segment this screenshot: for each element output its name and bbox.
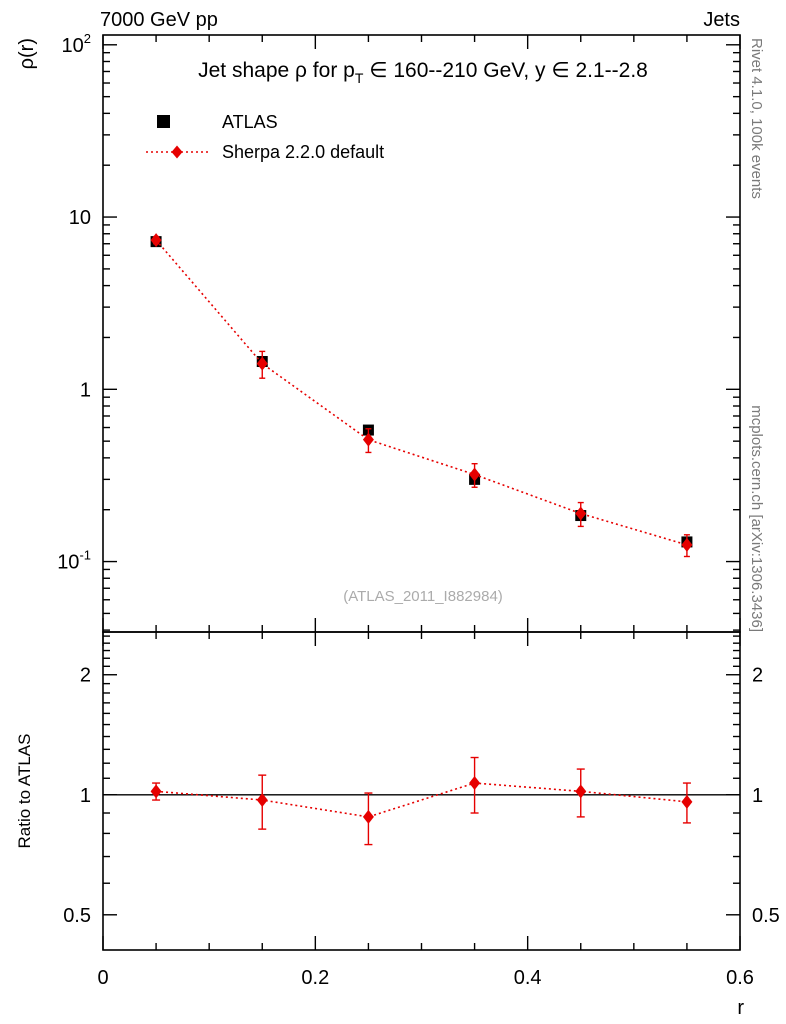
x-tick-label: 0.2: [301, 967, 329, 989]
ratio-tick-label: 1: [80, 785, 91, 807]
ratio-series: [150, 756, 693, 846]
y-tick-label: 1: [80, 379, 91, 401]
ratio-tick-label: 0.5: [752, 905, 780, 927]
mcplots-credit-label: mcplots.cern.ch [arXiv:1306.3436]: [748, 405, 765, 632]
plot-title: Jet shape ρ for pT ∈ 160--210 GeV, y ∈ 2…: [198, 59, 648, 86]
x-tick-label: 0.4: [514, 967, 542, 989]
ratio-tick-label: 0.5: [63, 905, 91, 927]
axis-ticks: [102, 35, 741, 950]
watermark: (ATLAS_2011_I882984): [343, 588, 503, 605]
tick-labels: 102 10 1 10-1 2 2 1 1 0.5 0.5 0 0.2 0.4 0.6: [57, 31, 780, 989]
x-axis-label: r: [737, 997, 744, 1019]
chart-layer: 102 10 1 10-1 2 2 1 1 0.5 0.5 0 0.2 0.4 0.6: [57, 31, 780, 989]
header-right-label: Jets: [703, 9, 740, 31]
sherpa-legend-label: Sherpa 2.2.0 default: [222, 142, 384, 162]
plot-title-post: ∈ 160--210 GeV, y ∈ 2.1--2.8: [363, 59, 647, 82]
y-tick-label: 10: [69, 207, 91, 229]
sherpa-series: [150, 233, 693, 558]
x-tick-label: 0: [97, 967, 108, 989]
y-tick-label: 10-1: [57, 548, 91, 574]
legend: ATLAS Sherpa 2.2.0 default: [146, 112, 384, 162]
y-tick-label: 102: [62, 31, 91, 57]
atlas-series: [150, 236, 693, 548]
x-tick-label: 0.6: [726, 967, 754, 989]
ratio-tick-label: 2: [752, 665, 763, 687]
ratio-tick-label: 2: [80, 665, 91, 687]
plot-title-sub: T: [355, 70, 364, 86]
rivet-version-label: Rivet 4.1.0, 100k events: [748, 38, 765, 199]
sherpa-legend-marker-icon: [171, 145, 183, 159]
ratio-y-axis-label: Ratio to ATLAS: [15, 734, 34, 849]
atlas-legend-label: ATLAS: [222, 112, 278, 132]
ratio-frame: [102, 631, 741, 951]
header-left-label: 7000 GeV pp: [100, 9, 218, 31]
plot-title-pre: Jet shape ρ for p: [198, 59, 355, 82]
atlas-legend-marker-icon: [157, 115, 170, 128]
y-axis-label: ρ(r): [16, 38, 38, 69]
ratio-tick-label: 1: [752, 785, 763, 807]
plot-frames: [102, 34, 741, 951]
main-frame: [102, 34, 741, 633]
